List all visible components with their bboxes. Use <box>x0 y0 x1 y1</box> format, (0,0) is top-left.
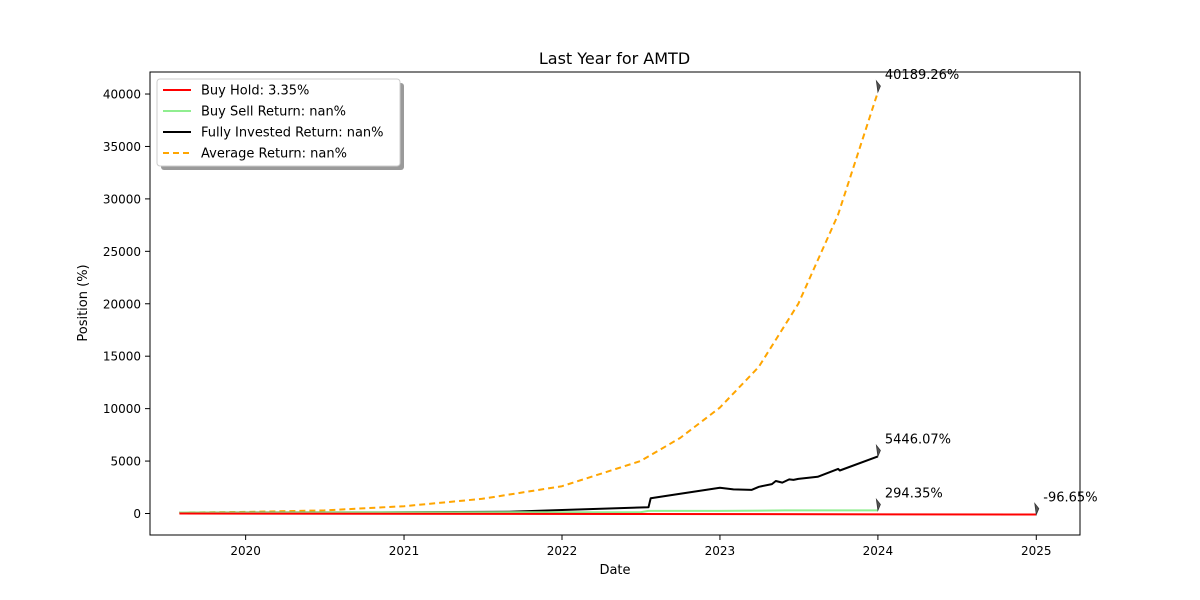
annotation-label: 40189.26% <box>885 68 959 83</box>
x-tick-label: 2025 <box>1021 544 1052 558</box>
x-tick-label: 2021 <box>389 544 420 558</box>
y-tick-label: 20000 <box>103 297 141 311</box>
legend-items: Buy Hold: 3.35% Buy Sell Return: nan% Full… <box>163 84 384 162</box>
annotation-label: -96.65% <box>1043 491 1097 506</box>
x-tick-label: 2020 <box>230 544 261 558</box>
x-tick-label: 2024 <box>863 544 894 558</box>
y-tick-label: 15000 <box>103 350 141 364</box>
x-axis: 2020 2021 2022 2023 2024 2025 <box>230 535 1052 558</box>
legend-label: Average Return: nan% <box>201 147 347 162</box>
series-line-3 <box>179 512 1037 516</box>
series-layer <box>179 91 1037 516</box>
y-tick-label: 35000 <box>103 140 141 154</box>
y-axis-label: Position (%) <box>76 264 91 341</box>
annotation-arrow <box>875 444 881 458</box>
y-tick-label: 25000 <box>103 245 141 259</box>
series-line-2 <box>179 509 878 514</box>
x-axis-label: Date <box>599 563 630 578</box>
x-tick-label: 2023 <box>705 544 736 558</box>
y-tick-label: 5000 <box>110 455 141 469</box>
annotation-label: 5446.07% <box>885 432 951 447</box>
y-axis: 0 5000 10000 15000 20000 25000 30000 35000 40000 <box>103 88 150 521</box>
legend-label: Buy Hold: 3.35% <box>201 84 309 99</box>
legend-label: Buy Sell Return: nan% <box>201 105 346 120</box>
annotation-label: 294.35% <box>885 486 943 501</box>
annotation-arrow <box>1034 502 1040 517</box>
annotation-arrow <box>875 498 881 512</box>
x-tick-label: 2022 <box>547 544 578 558</box>
annotation-arrow <box>875 79 881 94</box>
legend: Buy Hold: 3.35% Buy Sell Return: nan% Full… <box>156 78 404 170</box>
y-tick-label: 10000 <box>103 402 141 416</box>
legend-label: Fully Invested Return: nan% <box>201 126 384 141</box>
series-line-0 <box>179 91 879 514</box>
series-line-1 <box>179 455 879 514</box>
chart-title: Last Year for AMTD <box>539 49 690 68</box>
y-tick-label: 30000 <box>103 192 141 206</box>
y-tick-label: 40000 <box>103 88 141 102</box>
legend-box <box>156 78 401 167</box>
y-tick-label: 0 <box>133 507 141 521</box>
